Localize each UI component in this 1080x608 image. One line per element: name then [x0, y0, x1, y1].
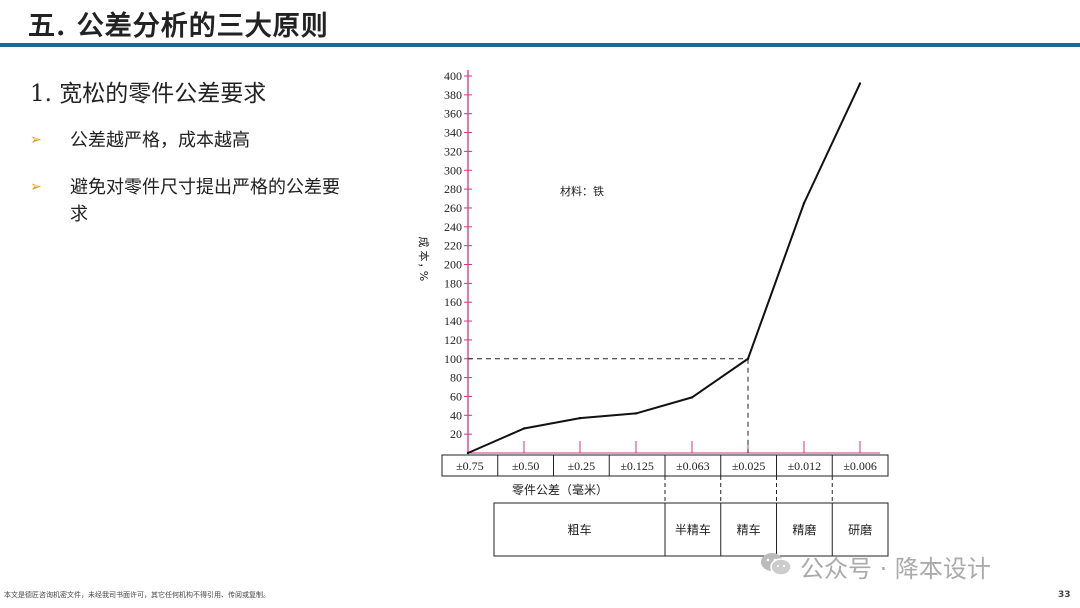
y-tick-label: 400: [444, 69, 462, 83]
y-tick-label: 300: [444, 163, 462, 177]
y-axis-label: 成: [417, 237, 430, 248]
y-tick-label: 100: [444, 352, 462, 366]
process-label: 精车: [737, 522, 761, 537]
y-tick-label: 180: [444, 276, 462, 290]
material-annotation: 材料：铁: [560, 184, 604, 198]
process-label: 研磨: [848, 523, 872, 537]
wechat-icon: [761, 553, 792, 576]
slide-title: 五. 公差分析的三大原则: [28, 11, 329, 42]
x-tick-label: ±0.125: [620, 459, 654, 473]
confidentiality-footer: 本文是德匠咨询机密文件，未经我司书面许可，其它任何机构不得引用、传阅或复制。: [4, 591, 270, 599]
data-point: [578, 416, 582, 420]
section-heading: 1. 宽松的零件公差要求: [30, 81, 267, 107]
y-tick-label: 360: [444, 107, 462, 121]
x-tick-label: ±0.006: [843, 459, 877, 473]
process-label: 精磨: [792, 523, 816, 537]
arrow-bullet-icon: ➢: [30, 132, 42, 148]
arrow-bullet-icon: ➢: [30, 179, 42, 195]
process-table: [493, 502, 889, 557]
data-point: [466, 451, 470, 455]
data-point: [634, 412, 638, 415]
x-tick-label: ±0.025: [732, 459, 766, 473]
x-tick-label: ±0.75: [456, 459, 484, 473]
bullet-text: 公差越严格，成本越高: [70, 130, 250, 151]
y-tick-label: 240: [444, 220, 462, 234]
page-number: 33: [1058, 590, 1071, 600]
data-point: [746, 357, 750, 360]
x-tick-label: ±0.063: [676, 459, 710, 473]
y-tick-label: 80: [450, 371, 462, 385]
y-tick-label: 220: [444, 239, 462, 253]
y-tick-label: 120: [444, 333, 462, 347]
x-tick-label: ±0.25: [568, 459, 596, 473]
y-tick-label: 320: [444, 144, 462, 158]
x-tick-label: ±0.012: [788, 459, 822, 473]
series-line: [467, 83, 861, 454]
x-tick-label: ±0.50: [512, 459, 540, 473]
process-label: 半精车: [675, 522, 711, 537]
data-point: [858, 82, 862, 85]
title-divider: [0, 43, 1080, 47]
y-tick-label: 380: [444, 88, 462, 102]
y-tick-label: 140: [444, 314, 462, 328]
data-point: [522, 427, 526, 430]
y-tick-label: 160: [444, 295, 462, 309]
y-tick-label: 260: [444, 201, 462, 215]
data-point: [802, 202, 806, 205]
process-label: 粗车: [567, 522, 591, 537]
x-axis-label: 零件公差（毫米）: [512, 482, 608, 497]
y-axis-label: %: [417, 271, 430, 281]
y-axis-label: ，: [417, 263, 430, 274]
y-tick-label: 40: [450, 408, 462, 422]
bullet-text: 避免对零件尺寸提出严格的公差要求: [70, 177, 340, 225]
y-tick-label: 60: [450, 389, 462, 403]
y-tick-label: 20: [450, 427, 462, 441]
y-tick-label: 200: [444, 258, 462, 272]
data-point: [690, 396, 694, 399]
y-tick-label: 280: [444, 182, 462, 196]
watermark-text: 公众号 · 降本设计: [800, 555, 991, 583]
y-axis-label: 本: [417, 251, 431, 262]
y-tick-label: 340: [444, 126, 462, 140]
